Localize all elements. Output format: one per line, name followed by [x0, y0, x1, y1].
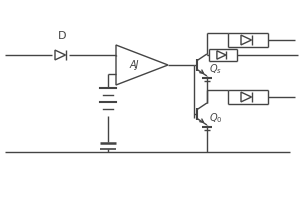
Text: AJ: AJ [129, 60, 139, 70]
Text: D: D [58, 31, 66, 41]
Text: $Q_s$: $Q_s$ [209, 62, 222, 76]
Polygon shape [116, 45, 168, 85]
Text: $Q_0$: $Q_0$ [209, 111, 223, 125]
